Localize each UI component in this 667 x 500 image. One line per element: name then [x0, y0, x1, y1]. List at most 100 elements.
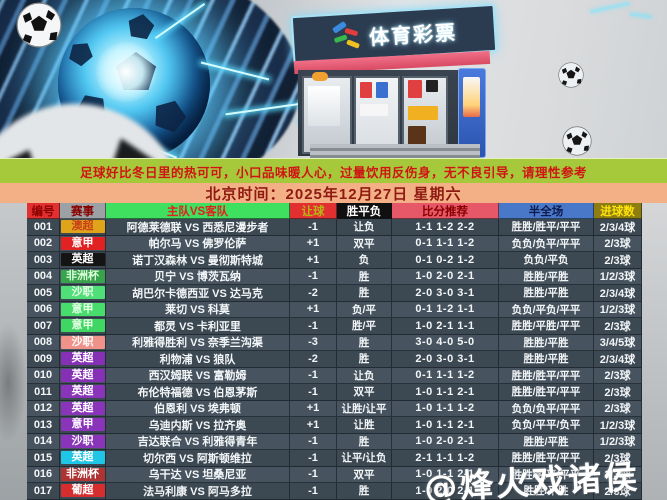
half-full-cell: 胜胜/平胜 — [499, 483, 594, 500]
win-draw-lose-cell: 负/平 — [337, 301, 392, 318]
handicap-cell: -1 — [290, 268, 337, 285]
handicap-cell: +1 — [290, 417, 337, 434]
league-badge-cell: 非洲杯 — [60, 466, 106, 483]
handicap-cell: -1 — [290, 433, 337, 450]
league-badge: 意甲 — [60, 236, 105, 250]
match-number: 001 — [27, 219, 60, 236]
league-badge-cell: 意甲 — [60, 301, 106, 318]
goals-count-cell: 2/3球 — [594, 235, 642, 252]
win-draw-lose-cell: 让负 — [337, 367, 392, 384]
league-badge-cell: 意甲 — [60, 318, 106, 335]
match-number: 009 — [27, 351, 60, 368]
win-draw-lose-cell: 双平 — [337, 466, 392, 483]
handicap-cell: -1 — [290, 367, 337, 384]
teams-cell: 莱切 VS 科莫 — [106, 301, 290, 318]
goals-count-cell: 1/2/3球 — [594, 417, 642, 434]
league-badge-cell: 英超 — [60, 384, 106, 401]
blue-kiosk — [458, 68, 486, 158]
slogan-text: 足球好比冬日里的热可可，小口品味暖人心，过量饮用反伤身，无不良引导，请理性参考 — [79, 165, 587, 180]
betting-table: 编号 赛事 主队VS客队 让球 胜平负 比分推荐 半全场 进球数 001 澳超 阿德莱德联 VS … — [27, 203, 642, 500]
league-badge: 英超 — [60, 253, 105, 267]
win-draw-lose-cell: 胜 — [337, 483, 392, 500]
match-row: 009 英超 利物浦 VS 狼队 -2 胜 2-0 3-0 3-1 胜胜/平胜 2/3/4球 — [27, 351, 642, 368]
handicap-cell: -1 — [290, 483, 337, 500]
league-badge-cell: 英超 — [60, 450, 106, 467]
teams-cell: 诺丁汉森林 VS 曼彻斯特城 — [106, 252, 290, 269]
score-recommend-cell: 1-0 1-1 2-1 — [392, 384, 499, 401]
match-number: 008 — [27, 334, 60, 351]
match-row: 005 沙职 胡巴尔卡德西亚 VS 达马克 -2 胜 2-0 3-0 3-1 胜胜/平胜 2/… — [27, 285, 642, 302]
teams-cell: 利雅得胜利 VS 奈季兰沟渠 — [106, 334, 290, 351]
win-draw-lose-cell: 胜/平 — [337, 318, 392, 335]
shop-facade — [298, 70, 480, 156]
match-row: 017 葡超 法马利康 VS 阿马多拉 -1 胜 1-0 2-0 2-1 胜胜/平胜 2/3球 — [27, 483, 642, 500]
league-badge: 意甲 — [60, 302, 105, 316]
goals-count-cell: 2/3球 — [594, 384, 642, 401]
half-full-cell: 胜胜/胜平/平平 — [499, 219, 594, 236]
teams-cell: 阿德莱德联 VS 西悉尼漫步者 — [106, 219, 290, 236]
teams-cell: 帕尔马 VS 佛罗伦萨 — [106, 235, 290, 252]
score-recommend-cell: 2-1 1-1 1-2 — [392, 450, 499, 467]
goals-count-cell: 2/3球 — [594, 400, 642, 417]
match-row: 016 非洲杯 乌干达 VS 坦桑尼亚 -1 双平 1-0 1-1 2-1 胜胜/胜平/平平… — [27, 466, 642, 483]
date-text: 北京时间：2025年12月27日 星期六 — [205, 185, 462, 203]
teams-cell: 布伦特福德 VS 伯恩茅斯 — [106, 384, 290, 401]
column-header: 进球数 — [594, 203, 642, 219]
right-margin-decor — [642, 203, 667, 500]
win-draw-lose-cell: 双平 — [337, 235, 392, 252]
league-badge: 澳超 — [60, 220, 105, 234]
match-row: 012 英超 伯恩利 VS 埃弗顿 +1 让胜/让平 1-0 1-1 1-2 负负/负平/平… — [27, 400, 642, 417]
goals-count-cell: 2/3球 — [594, 252, 642, 269]
league-badge: 沙职 — [60, 434, 105, 448]
match-number: 003 — [27, 252, 60, 269]
half-full-cell: 胜胜/平胜 — [499, 268, 594, 285]
league-badge-cell: 意甲 — [60, 417, 106, 434]
teams-cell: 法马利康 VS 阿马多拉 — [106, 483, 290, 500]
league-badge-cell: 沙职 — [60, 433, 106, 450]
half-full-cell: 胜胜/胜平/平平 — [499, 384, 594, 401]
score-recommend-cell: 1-0 2-0 2-1 — [392, 268, 499, 285]
league-badge: 英超 — [60, 401, 105, 415]
league-badge: 英超 — [60, 451, 105, 465]
handicap-cell: -1 — [290, 450, 337, 467]
league-badge: 英超 — [60, 368, 105, 382]
half-full-cell: 胜胜/平胜 — [499, 334, 594, 351]
league-badge: 沙职 — [60, 286, 105, 300]
goals-count-cell: 2/3球 — [594, 450, 642, 467]
half-full-cell: 胜胜/平胜 — [499, 285, 594, 302]
league-badge: 意甲 — [60, 319, 105, 333]
half-full-cell: 胜胜/胜平/平平 — [499, 450, 594, 467]
column-header: 胜平负 — [337, 203, 392, 219]
goals-count-cell: 2/3球 — [594, 318, 642, 335]
league-badge: 英超 — [60, 385, 105, 399]
league-badge-cell: 葡超 — [60, 483, 106, 500]
win-draw-lose-cell: 胜 — [337, 351, 392, 368]
match-number: 017 — [27, 483, 60, 500]
handicap-cell: +1 — [290, 235, 337, 252]
match-row: 013 意甲 乌迪内斯 VS 拉齐奥 +1 让胜 1-0 1-1 2-1 负负/平平/负平 1… — [27, 417, 642, 434]
score-recommend-cell: 3-0 4-0 5-0 — [392, 334, 499, 351]
match-number: 004 — [27, 268, 60, 285]
goals-count-cell: 2/3/4球 — [594, 285, 642, 302]
win-draw-lose-cell: 负 — [337, 252, 392, 269]
soccer-ball-icon — [16, 2, 62, 48]
column-header: 主队VS客队 — [106, 203, 290, 219]
score-recommend-cell: 0-1 1-1 1-2 — [392, 367, 499, 384]
match-number: 006 — [27, 301, 60, 318]
column-header: 比分推荐 — [392, 203, 499, 219]
score-recommend-cell: 1-0 2-1 1-1 — [392, 318, 499, 335]
lottery-tickets-logo-icon — [330, 20, 362, 53]
league-badge-cell: 英超 — [60, 351, 106, 368]
round-shop-logo — [312, 72, 328, 81]
league-badge-cell: 英超 — [60, 252, 106, 269]
match-row: 011 英超 布伦特福德 VS 伯恩茅斯 -1 双平 1-0 1-1 2-1 胜胜/胜平/平… — [27, 384, 642, 401]
date-banner: 北京时间：2025年12月27日 星期六 — [0, 183, 667, 203]
league-badge-cell: 沙职 — [60, 285, 106, 302]
teams-cell: 西汉姆联 VS 富勒姆 — [106, 367, 290, 384]
league-badge-cell: 意甲 — [60, 235, 106, 252]
half-full-cell: 胜胜/胜平/平平 — [499, 466, 594, 483]
handicap-cell: -1 — [290, 384, 337, 401]
match-number: 014 — [27, 433, 60, 450]
match-row: 008 沙职 利雅得胜利 VS 奈季兰沟渠 -3 胜 3-0 4-0 5-0 胜胜/平胜 3/… — [27, 334, 642, 351]
